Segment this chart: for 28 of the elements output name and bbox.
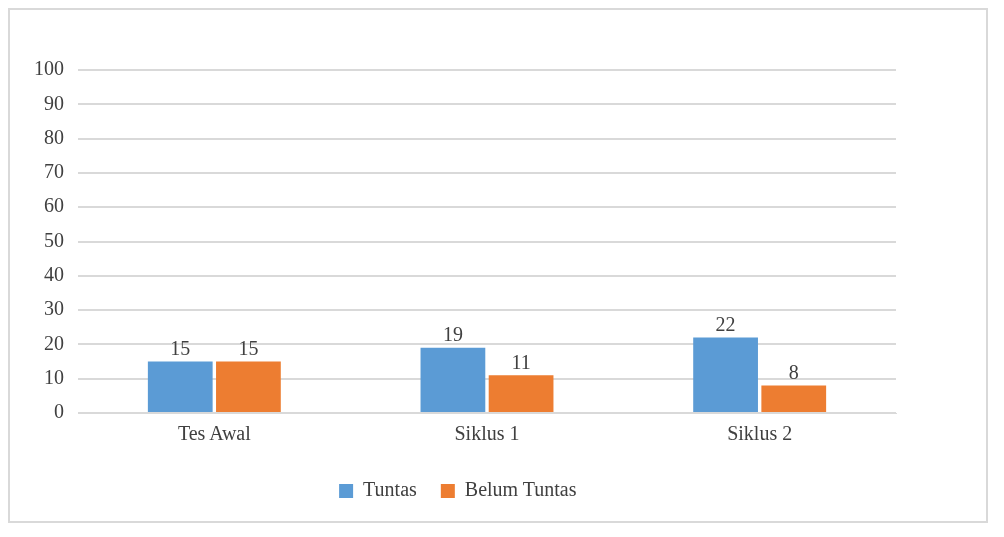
data-label: 11 — [511, 350, 531, 373]
bar — [488, 375, 554, 412]
x-tick-label: Tes Awal — [177, 422, 252, 445]
x-tick-label: Siklus 2 — [727, 422, 793, 445]
data-label: 8 — [788, 360, 799, 383]
bar — [761, 385, 827, 412]
y-tick-label: 0 — [54, 400, 64, 423]
y-tick-label: 10 — [44, 365, 64, 388]
y-tick-label: 30 — [44, 297, 64, 320]
data-label: 19 — [442, 323, 463, 346]
bar — [693, 337, 758, 412]
data-label: 15 — [238, 336, 259, 359]
y-tick-label: 40 — [44, 263, 64, 286]
data-label: 22 — [715, 312, 736, 335]
data-label: 15 — [170, 336, 191, 359]
bar — [420, 347, 486, 412]
bar — [147, 361, 213, 412]
y-tick-label: 70 — [44, 160, 64, 183]
legend-label: Tuntas — [363, 478, 418, 501]
bar — [216, 361, 281, 412]
y-tick-label: 100 — [34, 57, 64, 80]
y-tick-label: 80 — [44, 125, 64, 148]
y-tick-label: 50 — [44, 228, 64, 251]
y-tick-label: 60 — [44, 194, 64, 217]
legend-label: Belum Tuntas — [464, 478, 577, 501]
y-tick-label: 20 — [44, 331, 64, 354]
y-tick-label: 90 — [44, 91, 64, 114]
x-tick-label: Siklus 1 — [454, 422, 520, 445]
